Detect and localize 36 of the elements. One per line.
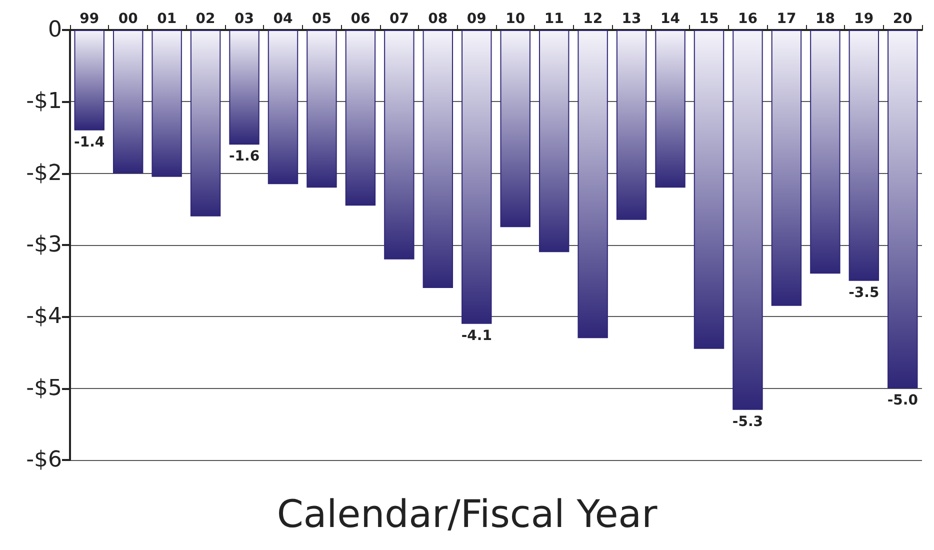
y-tick-label: -$3 bbox=[26, 232, 62, 258]
x-tick-label: 01 bbox=[157, 11, 177, 27]
y-tick-label: -$6 bbox=[26, 448, 62, 472]
data-label: -4.1 bbox=[461, 328, 492, 344]
x-tick-label: 17 bbox=[776, 11, 796, 27]
x-axis-title: Calendar/Fiscal Year bbox=[276, 492, 658, 536]
x-tick-label: 06 bbox=[350, 11, 370, 27]
x-tick-label: 99 bbox=[80, 11, 100, 27]
x-tick-label: 03 bbox=[234, 11, 254, 27]
x-tick-label: 08 bbox=[428, 11, 448, 27]
x-tick-label: 19 bbox=[854, 11, 874, 27]
x-tick-label: 05 bbox=[312, 11, 332, 27]
data-label: -5.0 bbox=[887, 392, 918, 408]
y-tick-label: -$2 bbox=[26, 160, 62, 186]
x-tick-label: 07 bbox=[389, 11, 409, 27]
x-tick-label: 10 bbox=[506, 11, 526, 27]
x-tick-label: 16 bbox=[738, 11, 758, 27]
x-tick-label: 09 bbox=[466, 11, 486, 27]
data-label: -1.6 bbox=[228, 148, 260, 165]
data-label: -3.5 bbox=[848, 284, 880, 301]
x-tick-label: 13 bbox=[622, 11, 642, 27]
x-tick-label: 18 bbox=[815, 11, 835, 27]
y-tick-label: -$1 bbox=[26, 89, 62, 114]
x-tick-label: 11 bbox=[544, 11, 564, 27]
x-tick-label: 12 bbox=[583, 11, 603, 27]
x-tick-label: 02 bbox=[196, 11, 216, 27]
x-tick-label: 20 bbox=[892, 11, 913, 27]
data-label: -1.4 bbox=[74, 134, 105, 150]
x-tick-label: 04 bbox=[273, 11, 293, 27]
y-tick-label: -$4 bbox=[26, 304, 62, 330]
x-tick-label: 15 bbox=[699, 11, 719, 27]
x-tick-label: 14 bbox=[660, 11, 680, 27]
data-label: -5.3 bbox=[732, 414, 764, 430]
x-tick-label: 00 bbox=[118, 11, 138, 27]
y-tick-label: 0 bbox=[48, 18, 62, 42]
y-tick-label: -$5 bbox=[26, 376, 62, 401]
